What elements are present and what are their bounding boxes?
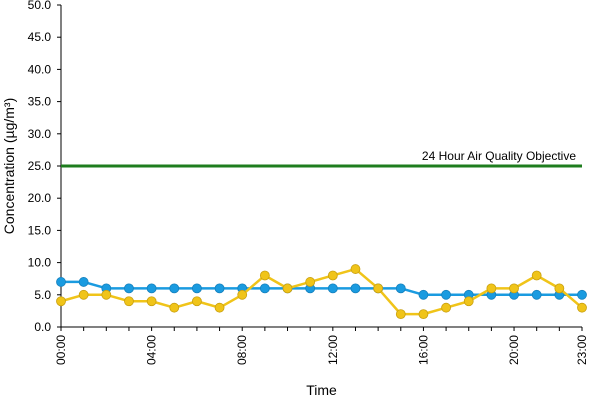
data-point bbox=[577, 302, 587, 313]
x-axis: 00:00 04:00 08:00 12:00 16:00 20:00 23:00 bbox=[54, 326, 589, 365]
reference-line-group: 24 Hour Air Quality Objective bbox=[61, 149, 582, 168]
y-tick-label: 20.0 bbox=[28, 191, 52, 205]
data-point bbox=[350, 264, 361, 274]
data-point bbox=[531, 270, 542, 281]
y-tick-label: 30.0 bbox=[28, 127, 52, 141]
y-tick-label: 45.0 bbox=[28, 30, 52, 44]
data-point bbox=[327, 270, 338, 281]
data-point bbox=[124, 283, 134, 294]
data-point bbox=[327, 283, 338, 294]
x-tick-label: 12:00 bbox=[326, 335, 340, 365]
x-tick-label: 23:00 bbox=[575, 335, 589, 365]
data-point bbox=[509, 283, 519, 294]
y-tick-label: 15.0 bbox=[28, 223, 52, 237]
data-point bbox=[463, 296, 474, 307]
data-point bbox=[78, 289, 89, 300]
data-point bbox=[192, 296, 202, 307]
data-point bbox=[259, 270, 270, 281]
data-point bbox=[395, 309, 406, 320]
data-point bbox=[441, 302, 451, 313]
data-point bbox=[373, 283, 384, 294]
x-axis-title: Time bbox=[306, 382, 337, 398]
data-point bbox=[577, 289, 587, 300]
data-point bbox=[282, 283, 293, 294]
y-axis-title: Concentration (µg/m³) bbox=[1, 98, 17, 234]
data-point bbox=[214, 283, 225, 294]
data-point bbox=[101, 289, 112, 300]
y-axis: 0.0 5.0 10.0 15.0 20.0 25.0 30.0 35.0 40.0 45.0 50… bbox=[28, 0, 62, 334]
y-tick-label: 40.0 bbox=[28, 62, 52, 76]
data-point bbox=[554, 283, 565, 294]
data-point bbox=[192, 283, 202, 294]
data-point bbox=[237, 289, 248, 300]
data-point bbox=[350, 283, 361, 294]
data-point bbox=[418, 309, 429, 320]
data-point bbox=[305, 277, 316, 287]
data-point bbox=[259, 283, 270, 294]
data-point bbox=[56, 296, 66, 307]
data-point bbox=[395, 283, 406, 294]
air-quality-objective-label: 24 Hour Air Quality Objective bbox=[422, 149, 576, 163]
x-tick-label: 20:00 bbox=[507, 335, 521, 365]
data-point bbox=[486, 283, 497, 294]
x-tick-label: 00:00 bbox=[54, 335, 68, 365]
series-line bbox=[60, 267, 583, 316]
y-tick-label: 0.0 bbox=[34, 320, 51, 334]
series-2 bbox=[56, 264, 587, 320]
y-tick-label: 10.0 bbox=[28, 256, 52, 270]
data-point bbox=[124, 296, 134, 307]
data-point bbox=[146, 296, 157, 307]
data-point bbox=[78, 277, 89, 287]
y-tick-label: 50.0 bbox=[28, 0, 52, 12]
x-tick-label: 04:00 bbox=[145, 335, 159, 365]
data-point bbox=[146, 283, 157, 294]
data-point bbox=[56, 277, 66, 287]
x-tick-label: 08:00 bbox=[235, 335, 249, 365]
data-point bbox=[531, 289, 542, 300]
data-point bbox=[441, 289, 451, 300]
x-tick-label: 16:00 bbox=[416, 335, 430, 365]
data-point bbox=[214, 302, 225, 313]
data-point bbox=[169, 302, 180, 313]
data-point bbox=[418, 289, 429, 300]
y-tick-label: 25.0 bbox=[28, 159, 52, 173]
series-group bbox=[56, 264, 587, 320]
y-tick-label: 35.0 bbox=[28, 95, 52, 109]
y-tick-label: 5.0 bbox=[34, 288, 51, 302]
data-point bbox=[169, 283, 180, 294]
